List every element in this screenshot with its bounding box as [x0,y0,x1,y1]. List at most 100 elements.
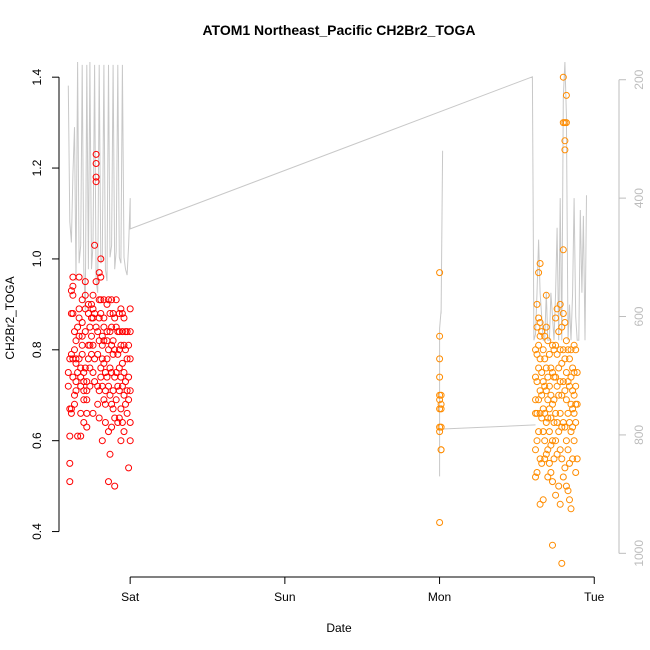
y-axis: 0.4 0.6 0.8 1.0 1.2 1.4 [30,69,60,540]
data-point [126,328,134,336]
data-point [105,478,112,486]
data-point [98,341,106,349]
data-point [81,328,89,336]
data-point [100,337,108,345]
data-point [556,346,564,354]
data-point [556,409,564,417]
data-point [541,382,549,390]
data-point [89,409,97,417]
data-point [542,291,550,299]
data-point [436,269,444,277]
data-point [544,414,552,422]
data-point [570,341,578,349]
data-point [555,391,563,399]
data-point [92,160,100,167]
data-point [559,473,567,481]
data-points-layer [64,73,581,567]
data-point [97,296,105,304]
data-point [552,409,560,417]
data-point [125,464,133,472]
data-point [545,350,553,358]
data-point [544,373,552,381]
data-point [545,428,553,436]
y-tick-label: 1.4 [30,69,44,86]
data-point [558,423,566,431]
data-point [536,455,544,463]
data-point [437,405,445,413]
data-point [71,400,78,408]
data-point [549,341,556,349]
data-point [109,350,117,358]
data-point [86,382,94,390]
data-point [561,423,569,431]
data-point [545,382,553,390]
data-point [536,319,544,326]
data-point [541,455,549,463]
data-point [92,178,100,186]
data-point [542,323,550,331]
data-point [570,437,578,445]
data-point [535,341,543,349]
data-point [535,269,543,277]
data-point [536,332,544,340]
data-point [542,450,550,458]
y-axis-label: CH2Br2_TOGA [3,276,17,359]
data-point [103,328,111,336]
data-point [100,314,108,322]
data-point [559,310,567,317]
data-point [561,319,569,326]
data-point [106,328,114,336]
chart-title: ATOM1 Northeast_Pacific CH2Br2_TOGA [202,22,475,38]
data-point [75,332,83,340]
data-point [558,559,566,567]
data-point [117,405,125,413]
data-point [92,150,100,158]
data-point [535,428,543,436]
x-tick-label: Tue [584,590,605,604]
data-point [94,382,102,390]
data-point [83,396,91,404]
data-point [558,455,566,463]
secondary-line-mon-segment [439,150,444,477]
data-point [562,437,570,445]
data-point [542,364,550,372]
data-point [118,419,126,426]
data-point [89,305,97,313]
data-point [562,91,570,99]
data-point [552,437,560,445]
data-point [532,446,539,454]
data-point [552,314,560,322]
data-point [89,291,97,299]
data-point [559,246,567,254]
data-point [108,296,116,304]
data-point [541,355,549,363]
data-point [549,400,556,408]
data-point [98,332,106,340]
data-point [66,478,74,486]
data-point [71,346,78,354]
data-point [86,323,94,331]
data-point [69,310,77,317]
data-point [564,346,572,354]
data-point [559,378,567,386]
data-point [94,350,102,358]
data-point [570,369,578,376]
data-point [549,437,556,445]
data-point [123,387,131,395]
data-point [72,355,80,363]
data-point [64,382,72,390]
data-point [75,273,83,281]
data-point [95,269,103,277]
data-point [114,382,122,390]
data-point [120,341,128,349]
data-point [539,346,547,354]
data-point [112,296,120,304]
data-point [108,400,116,408]
data-point [123,355,131,363]
data-point [552,341,560,349]
y-tick-label: 0.8 [30,341,44,358]
plot-area-frame [59,59,619,577]
data-point [92,173,100,181]
data-point [109,405,117,413]
data-point [94,328,102,336]
